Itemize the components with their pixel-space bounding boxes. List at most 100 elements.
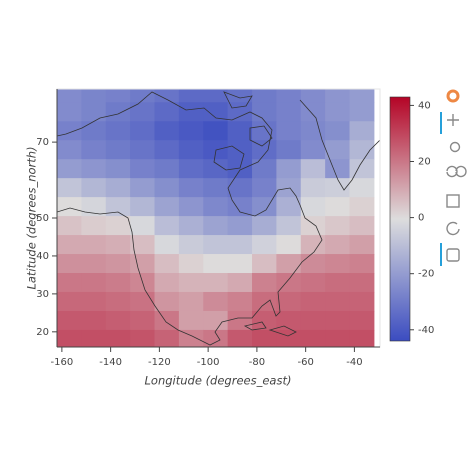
heatmap-cell	[178, 216, 204, 236]
heatmap-cell	[105, 310, 131, 331]
heatmap-cell	[130, 197, 156, 217]
colorbar-tick-label: 40	[418, 100, 431, 111]
heatmap-cell	[300, 159, 326, 179]
heatmap-cell	[300, 89, 326, 103]
heatmap-cell	[227, 273, 253, 293]
heatmap-cell	[227, 197, 253, 217]
coastlines	[57, 91, 380, 346]
heatmap-cell	[105, 216, 131, 236]
heatmap-cell	[81, 140, 107, 160]
heatmap-cell	[203, 89, 229, 103]
x-tick-label: -160	[51, 357, 74, 368]
heatmap-cell	[227, 102, 253, 122]
heatmap-cell	[57, 291, 82, 312]
heatmap-cell	[154, 197, 180, 217]
heatmap-cell	[57, 310, 82, 331]
heatmap-cell	[325, 102, 351, 122]
heatmap-cell	[276, 89, 302, 103]
heatmap-cell	[252, 254, 277, 274]
heatmap	[57, 89, 375, 347]
heatmap-cell	[203, 159, 229, 179]
save-tool[interactable]	[446, 194, 460, 208]
x-axis-label: Longitude (degrees_east)	[145, 374, 292, 388]
heatmap-cell	[57, 178, 82, 198]
heatmap-cell	[203, 329, 229, 347]
heatmap-cell	[349, 140, 375, 160]
heatmap-cell	[349, 178, 375, 198]
hover-tool[interactable]	[446, 248, 460, 262]
colorbar-tick-label: 20	[418, 157, 431, 168]
heatmap-cell	[57, 89, 82, 103]
heatmap-cell	[300, 102, 326, 122]
heatmap-cell	[154, 159, 180, 179]
heatmap-cell	[325, 197, 351, 217]
heatmap-cell	[276, 235, 302, 255]
heatmap-cell	[57, 121, 82, 141]
heatmap-cell	[252, 89, 277, 103]
heatmap-cell	[349, 291, 375, 312]
heatmap-cell	[130, 254, 156, 274]
heatmap-cell	[252, 216, 277, 236]
heatmap-cell	[81, 310, 107, 331]
box-zoom-tool[interactable]	[449, 141, 461, 153]
heatmap-cell	[276, 254, 302, 274]
heatmap-cell	[81, 102, 107, 122]
heatmap-cell	[325, 178, 351, 198]
heatmap-cell	[300, 140, 326, 160]
heatmap-cell	[81, 159, 107, 179]
heatmap-cell	[276, 159, 302, 179]
heatmap-cell	[105, 178, 131, 198]
heatmap-cell	[154, 329, 180, 347]
heatmap-cell	[130, 102, 156, 122]
y-tick-label: 40	[36, 251, 49, 262]
heatmap-cell	[154, 178, 180, 198]
heatmap-cell	[252, 329, 277, 347]
x-tick-label: -100	[197, 357, 220, 368]
heatmap-cell	[300, 310, 326, 331]
heatmap-cell	[276, 291, 302, 312]
heatmap-cell	[276, 102, 302, 122]
heatmap-cell	[81, 254, 107, 274]
heatmap-cell	[105, 235, 131, 255]
heatmap-cell	[227, 329, 253, 347]
heatmap-cell	[276, 273, 302, 293]
heatmap-cell	[105, 329, 131, 347]
heatmap-cell	[130, 291, 156, 312]
x-tick-label: -40	[346, 357, 362, 368]
bokeh-logo[interactable]	[446, 89, 460, 103]
heatmap-cell	[252, 159, 277, 179]
heatmap-cell	[130, 89, 156, 103]
heatmap-cell	[227, 216, 253, 236]
colorbar-tick-label: -20	[418, 269, 434, 280]
heatmap-cell	[81, 273, 107, 293]
x-tick-label: -140	[99, 357, 122, 368]
heatmap-cell	[203, 102, 229, 122]
wheel-zoom-tool[interactable]	[446, 165, 467, 178]
heatmap-cell	[276, 216, 302, 236]
heatmap-cell	[325, 89, 351, 103]
heatmap-cell	[81, 89, 107, 103]
heatmap-cell	[325, 329, 351, 347]
heatmap-cell	[325, 159, 351, 179]
pan-tool[interactable]	[447, 114, 459, 126]
heatmap-cell	[57, 329, 82, 347]
heatmap-cell	[105, 89, 131, 103]
y-tick-label: 20	[36, 327, 49, 338]
reset-tool[interactable]	[446, 221, 460, 236]
heatmap-cell	[81, 235, 107, 255]
toolbar	[440, 89, 467, 266]
heatmap-cell	[178, 235, 204, 255]
heatmap-cell	[178, 329, 204, 347]
heatmap-cell	[130, 216, 156, 236]
x-tick-label: -80	[249, 357, 265, 368]
heatmap-cell	[203, 310, 229, 331]
colorbar-tick-label: -40	[418, 325, 434, 336]
heatmap-cell	[252, 235, 277, 255]
heatmap-cell	[130, 140, 156, 160]
heatmap-cell	[300, 178, 326, 198]
heatmap-cell	[130, 159, 156, 179]
heatmap-cell	[81, 291, 107, 312]
heatmap-cell	[154, 121, 180, 141]
heatmap-cell	[227, 291, 253, 312]
